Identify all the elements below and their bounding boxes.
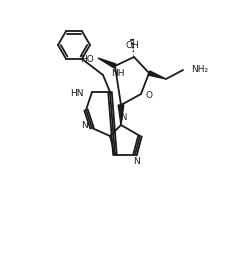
Text: HO: HO: [80, 55, 94, 64]
Text: O: O: [146, 91, 153, 100]
Text: N: N: [82, 121, 88, 130]
Polygon shape: [148, 71, 166, 79]
Polygon shape: [118, 105, 124, 125]
Text: HN: HN: [70, 90, 84, 99]
Text: NH: NH: [111, 69, 124, 78]
Polygon shape: [98, 58, 116, 68]
Text: NH₂: NH₂: [191, 66, 208, 75]
Text: OH: OH: [125, 40, 139, 49]
Text: N: N: [120, 114, 126, 123]
Text: N: N: [133, 158, 139, 167]
